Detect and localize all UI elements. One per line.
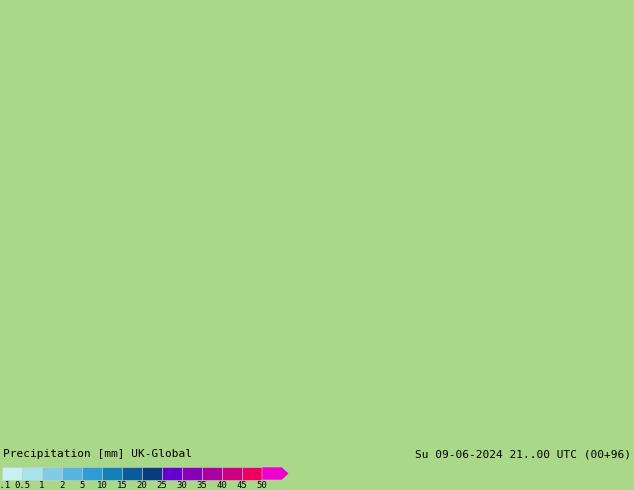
Bar: [2, 467, 22, 480]
Text: Su 09-06-2024 21..00 UTC (00+96): Su 09-06-2024 21..00 UTC (00+96): [415, 449, 631, 459]
Text: 0.1: 0.1: [0, 481, 10, 490]
Bar: [142, 467, 162, 480]
Polygon shape: [262, 467, 289, 480]
Bar: [102, 467, 122, 480]
Text: 45: 45: [236, 481, 247, 490]
Text: 20: 20: [136, 481, 147, 490]
Text: 30: 30: [177, 481, 188, 490]
Bar: [122, 467, 142, 480]
Text: 50: 50: [257, 481, 268, 490]
Text: Precipitation [mm] UK-Global: Precipitation [mm] UK-Global: [3, 449, 192, 459]
Bar: [222, 467, 242, 480]
Bar: [82, 467, 102, 480]
Bar: [22, 467, 42, 480]
Text: 5: 5: [79, 481, 85, 490]
Text: 40: 40: [217, 481, 228, 490]
Text: 10: 10: [96, 481, 107, 490]
Bar: [182, 467, 202, 480]
Text: 35: 35: [197, 481, 207, 490]
Bar: [62, 467, 82, 480]
Text: 15: 15: [117, 481, 127, 490]
Text: 1: 1: [39, 481, 44, 490]
Bar: [162, 467, 182, 480]
Bar: [242, 467, 262, 480]
Bar: [202, 467, 222, 480]
Text: 0.5: 0.5: [14, 481, 30, 490]
Text: 2: 2: [60, 481, 65, 490]
Text: 25: 25: [157, 481, 167, 490]
Bar: [42, 467, 62, 480]
